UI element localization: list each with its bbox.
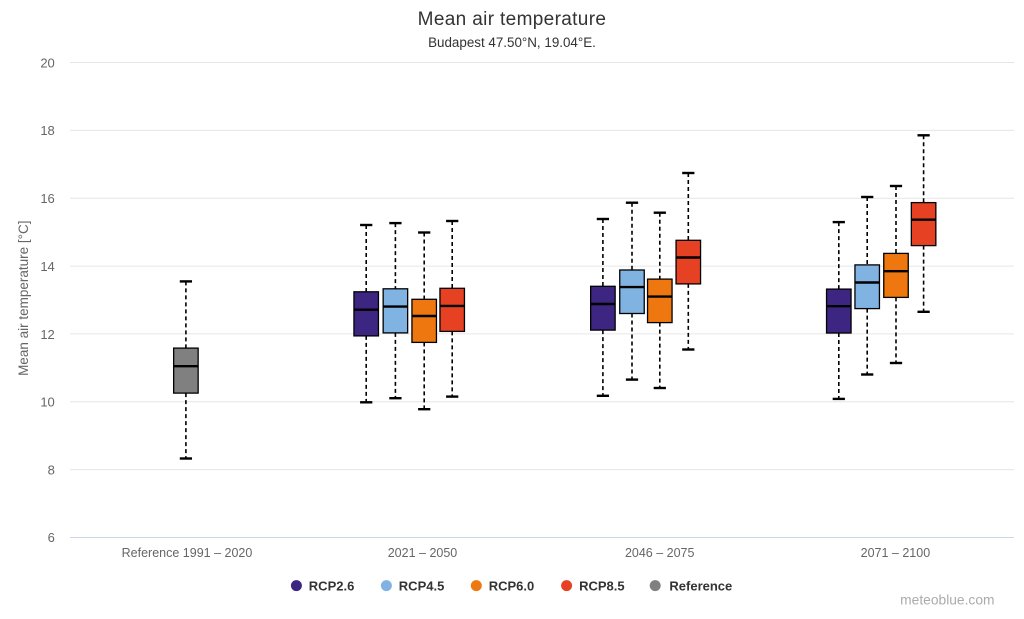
- svg-text:Mean air temperature [°C]: Mean air temperature [°C]: [16, 220, 31, 375]
- svg-text:10: 10: [40, 395, 54, 410]
- svg-text:2046 – 2075: 2046 – 2075: [625, 546, 695, 560]
- svg-text:2021 – 2050: 2021 – 2050: [388, 546, 458, 560]
- svg-text:14: 14: [40, 259, 54, 274]
- svg-text:Reference: Reference: [669, 579, 732, 594]
- svg-text:Budapest 47.50°N, 19.04°E.: Budapest 47.50°N, 19.04°E.: [428, 35, 596, 50]
- svg-text:2071 – 2100: 2071 – 2100: [861, 546, 931, 560]
- svg-text:20: 20: [40, 55, 54, 70]
- svg-text:16: 16: [40, 191, 54, 206]
- svg-text:RCP2.6: RCP2.6: [309, 579, 355, 594]
- svg-text:12: 12: [40, 327, 54, 342]
- svg-text:8: 8: [48, 463, 55, 478]
- svg-text:RCP8.5: RCP8.5: [579, 579, 625, 594]
- svg-text:Mean air temperature: Mean air temperature: [418, 9, 607, 30]
- svg-text:18: 18: [40, 123, 54, 138]
- svg-text:RCP4.5: RCP4.5: [399, 579, 445, 594]
- svg-text:meteoblue.com: meteoblue.com: [900, 592, 994, 607]
- svg-text:6: 6: [48, 530, 55, 545]
- svg-text:Reference 1991 – 2020: Reference 1991 – 2020: [122, 546, 253, 560]
- svg-text:RCP6.0: RCP6.0: [489, 579, 535, 594]
